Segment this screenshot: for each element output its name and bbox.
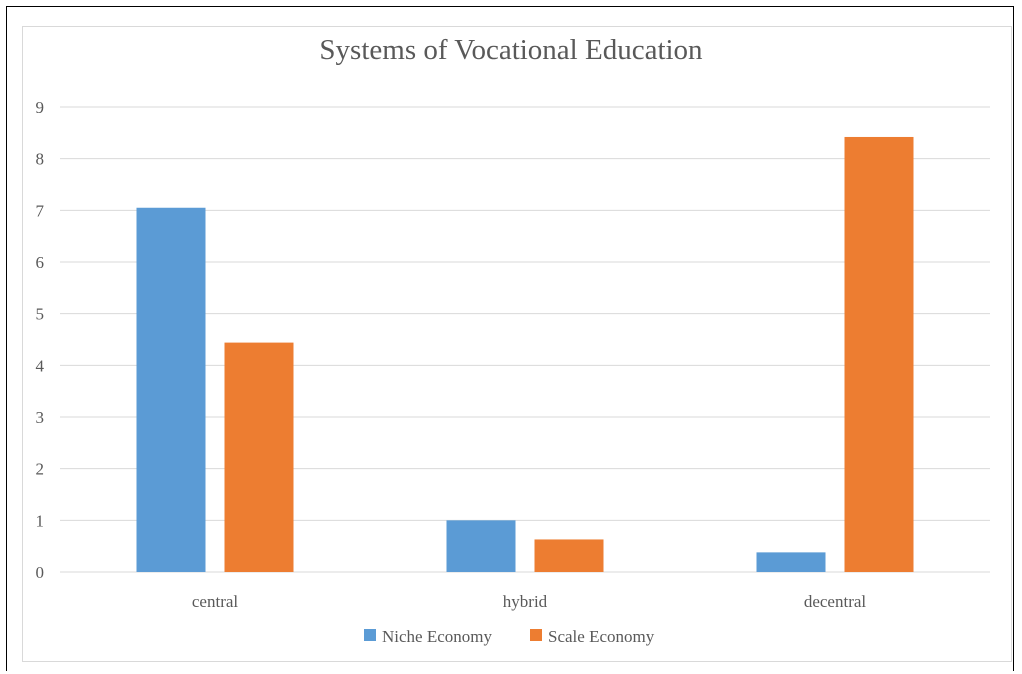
outer-frame bbox=[6, 6, 1014, 671]
legend-label: Scale Economy bbox=[548, 627, 655, 646]
y-tick-label: 3 bbox=[36, 408, 45, 427]
y-tick-label: 8 bbox=[36, 150, 45, 169]
bar-scale-economy-decentral bbox=[844, 136, 914, 572]
x-tick-label: hybrid bbox=[503, 592, 548, 611]
y-axis-ticks: 0 1 2 3 4 5 6 7 8 9 bbox=[36, 98, 45, 582]
legend-swatch bbox=[530, 629, 542, 641]
y-tick-label: 2 bbox=[36, 460, 45, 479]
y-tick-label: 5 bbox=[36, 305, 45, 324]
y-tick-label: 6 bbox=[36, 253, 45, 272]
bar-niche-economy-decentral bbox=[756, 552, 826, 572]
y-tick-label: 7 bbox=[36, 201, 45, 220]
legend-swatch bbox=[364, 629, 376, 641]
bar-niche-economy-hybrid bbox=[446, 520, 516, 572]
y-tick-label: 9 bbox=[36, 98, 45, 117]
legend-label: Niche Economy bbox=[382, 627, 492, 646]
bar-scale-economy-central bbox=[224, 342, 294, 572]
gridlines bbox=[60, 106, 990, 573]
x-tick-label: decentral bbox=[804, 592, 867, 611]
y-tick-label: 1 bbox=[36, 511, 45, 530]
x-tick-label: central bbox=[192, 592, 239, 611]
bar-scale-economy-hybrid bbox=[534, 539, 604, 572]
bars bbox=[136, 136, 914, 572]
y-tick-label: 0 bbox=[36, 563, 45, 582]
y-tick-label: 4 bbox=[36, 356, 45, 375]
legend: Niche Economy Scale Economy bbox=[364, 627, 655, 646]
bar-niche-economy-central bbox=[136, 207, 206, 572]
chart-title: Systems of Vocational Education bbox=[319, 34, 703, 66]
x-axis-ticks: central hybrid decentral bbox=[192, 592, 867, 611]
